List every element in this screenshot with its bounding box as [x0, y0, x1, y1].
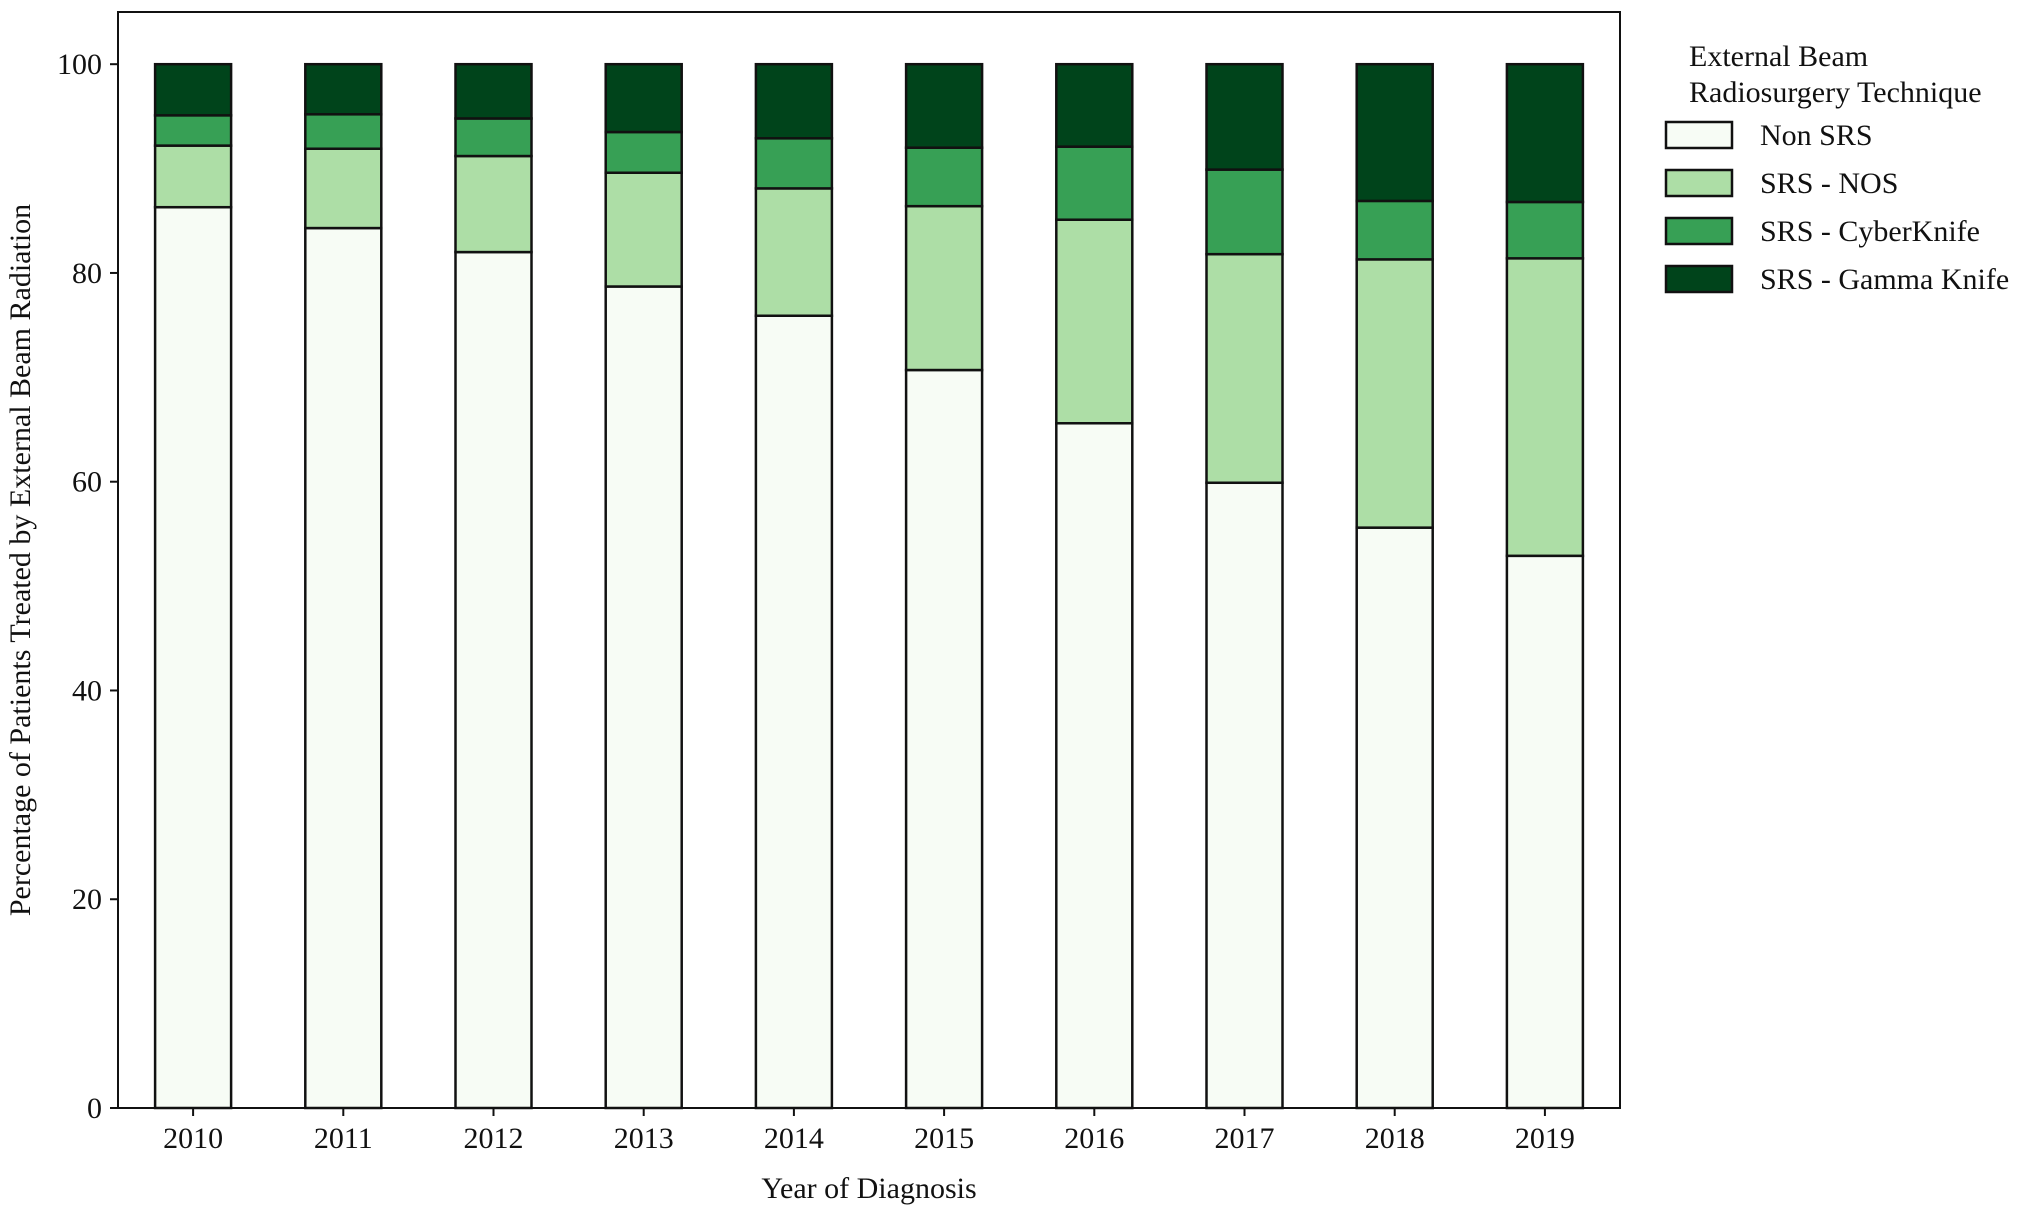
legend-swatch-1: [1664, 168, 1734, 198]
bar-segment-2011-series-3: [304, 62, 383, 116]
x-tick-label: 2015: [914, 1122, 974, 1155]
bar-segment-2016-series-3: [1055, 62, 1134, 148]
bar-segment-2017-series-2: [1205, 168, 1284, 256]
bar-segment-2018-series-1: [1355, 258, 1434, 529]
bar-segment-2014-series-0: [754, 314, 834, 1110]
bar-segment-2014-series-3: [754, 62, 834, 140]
bar-segment-2011-series-1: [304, 147, 383, 230]
bar-segment-2014-series-2: [754, 137, 834, 190]
bar-segment-2018-series-0: [1355, 526, 1434, 1110]
bar-segment-2010-series-0: [153, 205, 233, 1110]
bar-segment-2017-series-0: [1205, 481, 1284, 1110]
bar-segment-2012-series-1: [454, 154, 533, 254]
x-tick-label: 2019: [1515, 1122, 1575, 1155]
bar-segment-2019-series-1: [1505, 257, 1585, 558]
y-tick-label: 80: [72, 257, 102, 290]
bar-segment-2010-series-3: [153, 62, 233, 117]
y-tick-label: 100: [57, 48, 102, 81]
bar-segment-2013-series-2: [604, 130, 683, 174]
x-tick-label: 2013: [614, 1122, 674, 1155]
legend-label-2: SRS - CyberKnife: [1760, 215, 1980, 248]
bar-segment-2012-series-0: [454, 250, 533, 1110]
plot-frame: [117, 11, 1621, 1109]
bar-segment-2013-series-0: [604, 285, 683, 1110]
bar-segment-2016-series-2: [1055, 145, 1134, 221]
y-axis-title: Percentage of Patients Treated by Extern…: [4, 204, 37, 916]
y-tick-label: 60: [72, 466, 102, 499]
x-tick-label: 2011: [314, 1122, 373, 1155]
legend-swatch-0: [1664, 120, 1734, 150]
bar-segment-2015-series-2: [904, 146, 984, 208]
legend-swatch-2: [1664, 216, 1734, 246]
bar-segment-2015-series-0: [904, 368, 984, 1110]
y-tick-label: 20: [72, 883, 102, 916]
bar-segment-2010-series-2: [153, 114, 233, 147]
bar-segment-2015-series-1: [904, 204, 984, 372]
bar-segment-2017-series-3: [1205, 62, 1284, 171]
y-axis-ticks: 0 20 40 60 80 100: [57, 48, 118, 1125]
bar-segment-2011-series-2: [304, 113, 383, 150]
legend-title-line-2: Radiosurgery Technique: [1689, 76, 1982, 109]
bar-segment-2018-series-3: [1355, 62, 1434, 203]
bar-segment-2018-series-2: [1355, 199, 1434, 261]
x-axis-ticks: 2010 2011 2012 2013 2014 2015 2016 2017 2018 2019: [163, 1108, 1575, 1155]
bar-segment-2015-series-3: [904, 62, 984, 149]
bar-segment-2013-series-1: [604, 171, 683, 288]
bar-segment-2012-series-2: [454, 117, 533, 158]
x-tick-label: 2018: [1365, 1122, 1425, 1155]
legend-label-3: SRS - Gamma Knife: [1760, 263, 2009, 296]
legend-swatch-3: [1664, 264, 1734, 294]
legend: External Beam Radiosurgery Technique Non…: [1664, 40, 2009, 296]
bar-segment-2013-series-3: [604, 62, 683, 134]
legend-items: Non SRS SRS - NOS SRS - CyberKnife SRS - Ga…: [1664, 119, 2009, 296]
bar-segment-2012-series-3: [454, 62, 533, 120]
bars-layer: [153, 62, 1585, 1110]
bar-segment-2016-series-1: [1055, 218, 1134, 425]
legend-label-0: Non SRS: [1760, 119, 1873, 152]
x-tick-label: 2016: [1064, 1122, 1124, 1155]
bar-segment-2019-series-2: [1505, 200, 1585, 260]
bar-segment-2014-series-1: [754, 187, 834, 317]
bar-segment-2010-series-1: [153, 144, 233, 209]
bar-segment-2017-series-1: [1205, 252, 1284, 485]
x-tick-label: 2017: [1215, 1122, 1275, 1155]
legend-title-line-1: External Beam: [1689, 40, 1868, 73]
y-tick-label: 40: [72, 674, 102, 707]
x-tick-label: 2012: [464, 1122, 524, 1155]
y-tick-label: 0: [87, 1092, 102, 1125]
x-tick-label: 2010: [163, 1122, 223, 1155]
legend-label-1: SRS - NOS: [1760, 167, 1898, 200]
x-tick-label: 2014: [764, 1122, 824, 1155]
bar-segment-2019-series-0: [1505, 554, 1585, 1110]
x-axis-title: Year of Diagnosis: [761, 1172, 976, 1205]
bar-segment-2011-series-0: [304, 226, 383, 1110]
bar-segment-2016-series-0: [1055, 422, 1134, 1110]
bar-segment-2019-series-3: [1505, 62, 1585, 204]
